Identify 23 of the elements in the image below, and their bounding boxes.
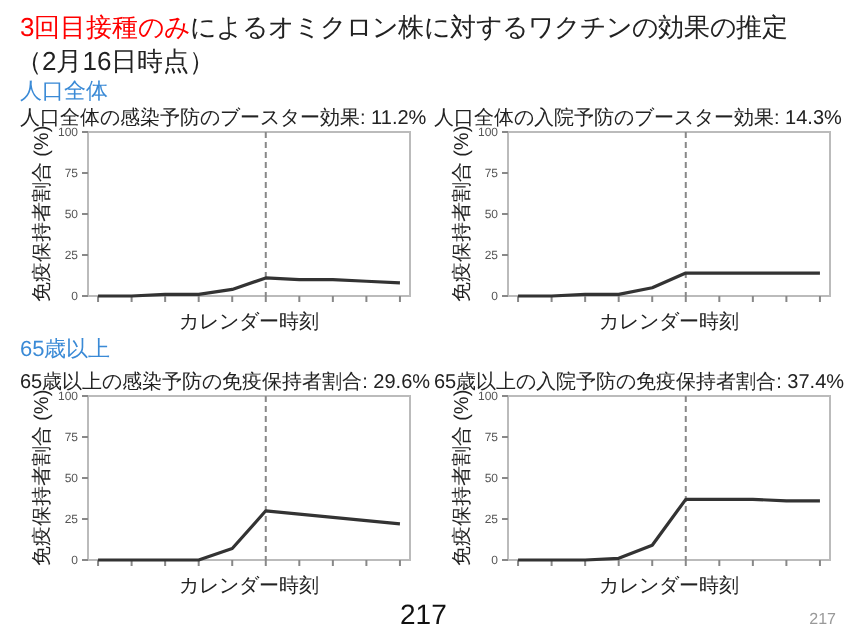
x-axis-title: カレンダー時刻 <box>599 574 739 598</box>
text: 217 <box>400 598 448 630</box>
y-axis-title: 免疫保持者割合 (%) <box>450 125 474 303</box>
x-axis-title: カレンダー時刻 <box>599 310 739 334</box>
line-series <box>516 271 822 298</box>
y-axis-title: 免疫保持者割合 (%) <box>30 125 54 303</box>
line-series <box>516 497 822 562</box>
text: 3回目接種のみ <box>20 12 191 42</box>
text: 217 <box>809 610 838 628</box>
chart-title: 人口全体の感染予防のブースター効果: 11.2% <box>20 106 427 130</box>
y-axis-title: 免疫保持者割合 (%) <box>30 389 54 567</box>
chart-title: 人口全体の入院予防のブースター効果: 14.3% <box>434 106 843 130</box>
x-axis-title: カレンダー時刻 <box>179 310 319 334</box>
line-series <box>96 509 402 562</box>
text: 65歳以上 <box>20 336 111 362</box>
x-axis-title: カレンダー時刻 <box>179 574 319 598</box>
chart-title: 65歳以上の感染予防の免疫保持者割合: 29.6% <box>20 370 431 394</box>
text: 人口全体 <box>20 80 108 104</box>
chart-title: 65歳以上の入院予防の免疫保持者割合: 37.4% <box>434 370 845 394</box>
y-axis-title: 免疫保持者割合 (%) <box>450 389 474 567</box>
text: （2月16日時点） <box>16 46 216 76</box>
line-series <box>96 276 402 298</box>
text: によるオミクロン株に対するワクチンの効果の推定 <box>190 12 789 42</box>
